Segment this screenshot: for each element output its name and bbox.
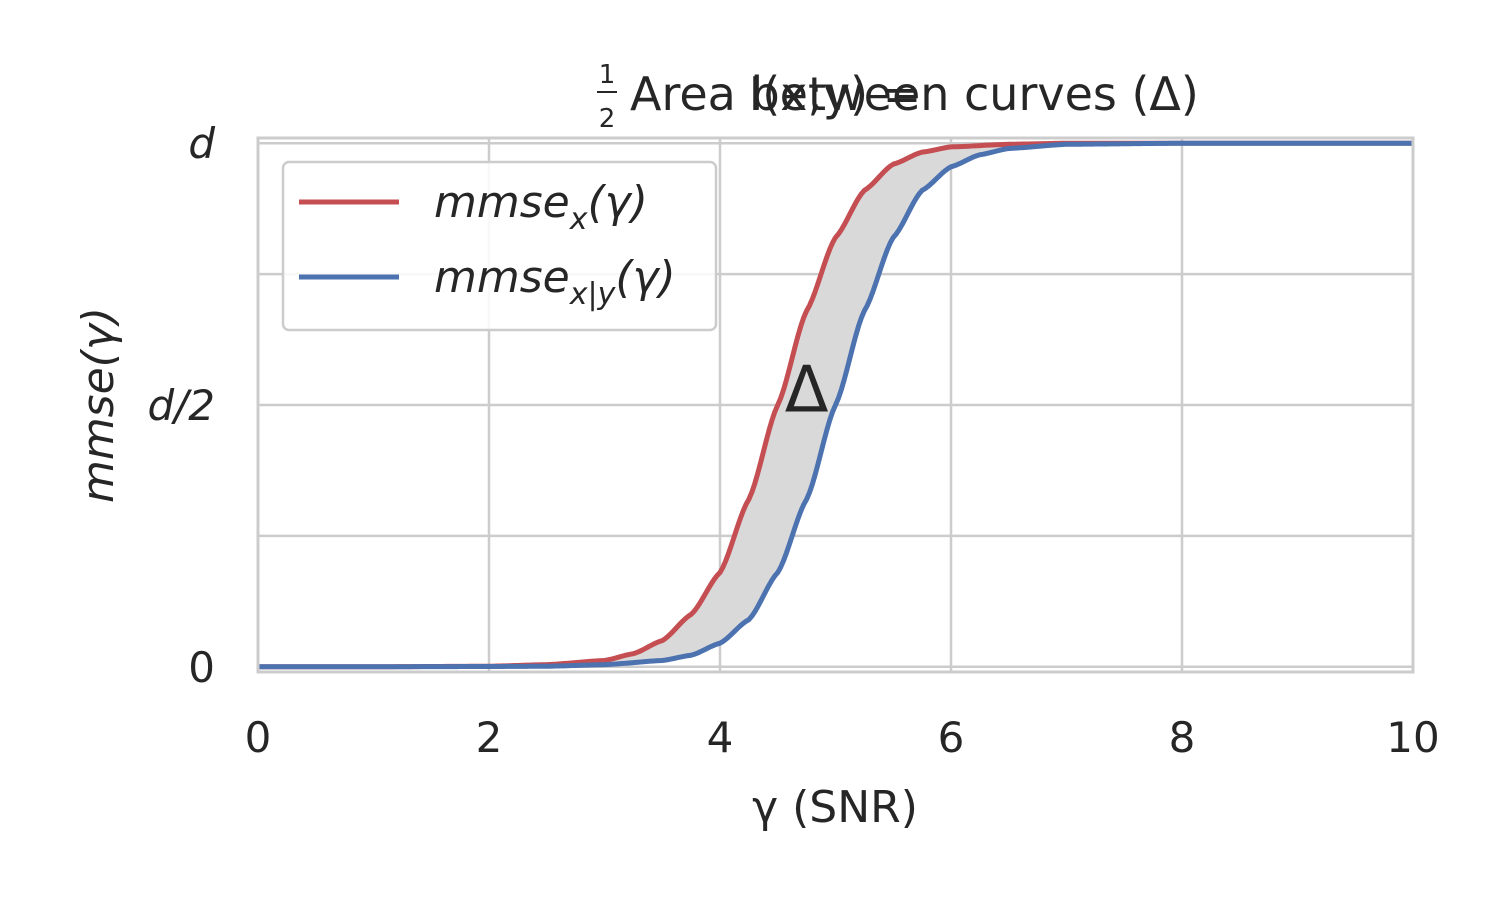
legend-1-tail: (γ)	[615, 252, 675, 303]
y-tick-label-2: d	[188, 119, 215, 168]
series-line-1	[258, 140, 1413, 670]
legend-label-mmse-x: mmsex(γ)	[434, 177, 648, 237]
y-axis-label: mmse(γ)	[73, 307, 124, 503]
legend-label-mmse-x-given-y: mmsex|y(γ)	[434, 252, 676, 312]
legend: mmsex(γ) mmsex|y(γ)	[281, 160, 718, 332]
title-suffix: Area between curves (Δ)	[630, 67, 1199, 121]
tick-labels: 0 2 4 6 8 10 0 d/2 d	[147, 119, 1439, 762]
x-tick-label-5: 10	[1386, 713, 1439, 762]
series-lines	[258, 140, 1413, 670]
legend-0-sub: x	[569, 202, 588, 237]
legend-1-sub: x|y	[569, 277, 617, 312]
legend-0-main: mmse	[434, 177, 570, 228]
title-fraction-numerator: 1	[599, 60, 616, 90]
legend-0-tail: (γ)	[587, 177, 647, 228]
plot-frame	[256, 136, 1415, 674]
y-tick-label-1: d/2	[147, 381, 215, 430]
chart-title: I(x;y) =	[749, 67, 922, 121]
y-tick-label-0: 0	[188, 643, 215, 692]
delta-annotation: Δ	[785, 353, 829, 427]
x-tick-label-2: 4	[707, 713, 734, 762]
x-tick-label-1: 2	[476, 713, 503, 762]
title-fraction-denominator: 2	[599, 104, 616, 134]
title-prefix: I(x;y) =	[749, 67, 922, 121]
x-axis-label: γ (SNR)	[752, 782, 918, 833]
x-tick-label-0: 0	[245, 713, 272, 762]
x-tick-label-4: 8	[1169, 713, 1196, 762]
legend-1-main: mmse	[434, 252, 570, 303]
x-tick-label-3: 6	[938, 713, 965, 762]
title-fraction: 1 2	[597, 60, 617, 134]
